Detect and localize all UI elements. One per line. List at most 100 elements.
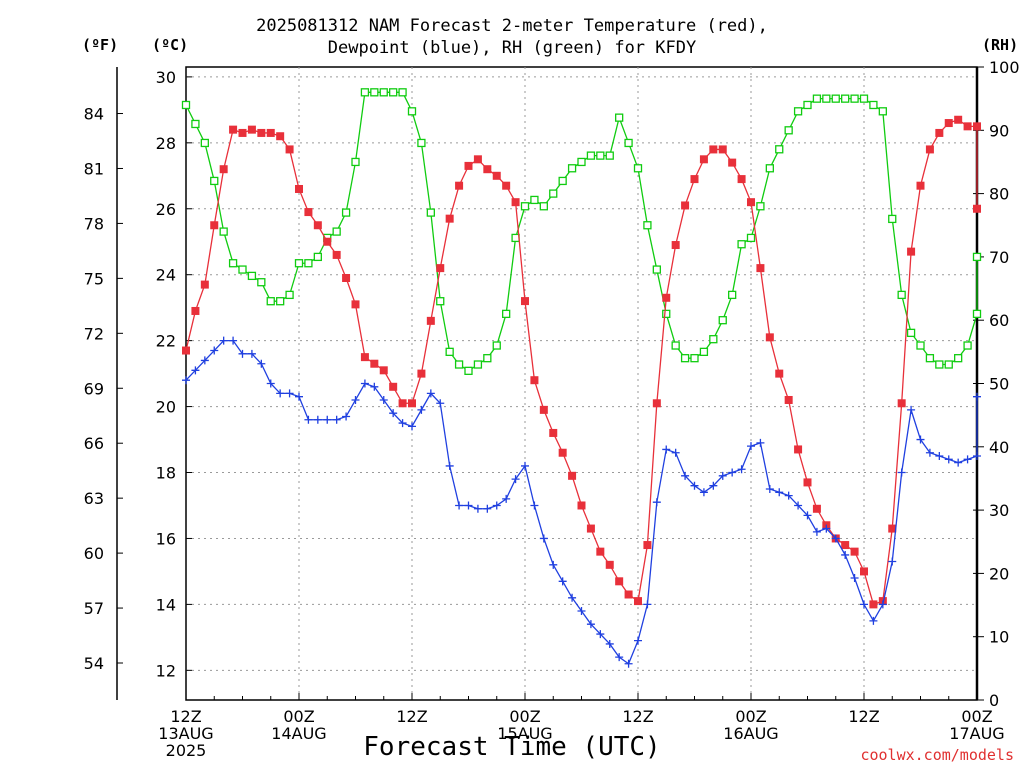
rh-point bbox=[464, 366, 473, 375]
celsius-unit-label: (ºC) bbox=[152, 36, 189, 54]
rh-point bbox=[690, 354, 699, 363]
temperature-point bbox=[389, 382, 398, 391]
rh-point bbox=[266, 297, 275, 306]
dewpoint-point bbox=[747, 442, 755, 451]
rh-point bbox=[718, 316, 727, 325]
x-tick-label: 2025 bbox=[166, 741, 207, 760]
x-tick-label: 00Z bbox=[961, 707, 992, 726]
temperature-point bbox=[445, 214, 454, 223]
temperature-point bbox=[709, 145, 718, 154]
rh-point bbox=[793, 107, 803, 116]
temperature-point bbox=[247, 125, 256, 134]
dewpoint-point bbox=[417, 405, 426, 414]
temperature-point bbox=[775, 369, 784, 378]
rh-point bbox=[407, 107, 417, 116]
rh-point bbox=[972, 252, 982, 262]
dewpoint-point bbox=[699, 488, 708, 497]
dewpoint-point bbox=[605, 639, 614, 648]
rh-point bbox=[492, 341, 501, 350]
rh-point bbox=[878, 107, 887, 116]
dewpoint-point bbox=[276, 389, 285, 398]
dewpoint-point bbox=[878, 600, 887, 609]
credit-text: coolwx.com/models bbox=[860, 746, 1014, 764]
celsius-tick-label: 16 bbox=[156, 529, 176, 548]
rh-point bbox=[897, 290, 906, 300]
rh-tick-label: 30 bbox=[989, 501, 1009, 520]
x-axis-title: Forecast Time (UTC) bbox=[363, 732, 661, 762]
temperature-point bbox=[464, 161, 473, 170]
dewpoint-point bbox=[765, 485, 774, 493]
dewpoint-point bbox=[709, 481, 718, 490]
fahrenheit-tick-label: 78 bbox=[84, 214, 104, 233]
temperature-point bbox=[502, 181, 511, 190]
temperature-point bbox=[182, 346, 190, 355]
temperature-point bbox=[973, 122, 981, 131]
x-tick-label: 00Z bbox=[735, 707, 766, 726]
temperature-point bbox=[577, 501, 586, 510]
dewpoint-point bbox=[925, 448, 934, 457]
dewpoint-point bbox=[841, 550, 850, 559]
rh-point bbox=[671, 341, 680, 350]
rh-point bbox=[238, 265, 247, 274]
temperature-line bbox=[185, 119, 978, 606]
dewpoint-point bbox=[379, 395, 388, 404]
temperature-point bbox=[323, 237, 332, 246]
fahrenheit-unit-label: (ºF) bbox=[82, 36, 119, 54]
temperature-point bbox=[285, 145, 294, 154]
rh-point bbox=[530, 195, 539, 205]
rh-point bbox=[944, 360, 953, 369]
fahrenheit-tick-label: 60 bbox=[84, 544, 104, 563]
fahrenheit-tick-label: 63 bbox=[84, 489, 104, 508]
dewpoint-point bbox=[370, 382, 379, 391]
temperature-point bbox=[765, 333, 774, 342]
rh-tick-label: 60 bbox=[989, 311, 1009, 330]
temperature-point bbox=[605, 560, 614, 569]
dewpoint-point bbox=[973, 392, 981, 401]
rh-point bbox=[247, 271, 257, 281]
dewpoint-point bbox=[502, 494, 511, 503]
rh-point bbox=[341, 208, 351, 217]
x-tick-label: 12Z bbox=[622, 707, 653, 726]
temperature-point bbox=[916, 181, 925, 190]
fahrenheit-tick-label: 81 bbox=[84, 159, 104, 178]
celsius-tick-label: 26 bbox=[156, 200, 176, 219]
rh-point bbox=[888, 214, 897, 224]
celsius-tick-label: 30 bbox=[156, 68, 176, 87]
temperature-point bbox=[370, 359, 379, 368]
dewpoint-point bbox=[539, 534, 548, 543]
dewpoint-point bbox=[492, 501, 501, 510]
dewpoint-point bbox=[624, 659, 633, 668]
temperature-point bbox=[860, 567, 868, 576]
rh-point bbox=[850, 94, 859, 103]
dewpoint-point bbox=[389, 409, 398, 418]
temperature-point bbox=[794, 445, 803, 454]
rh-point bbox=[822, 94, 831, 103]
fahrenheit-tick-label: 84 bbox=[84, 105, 104, 124]
dewpoint-point bbox=[831, 534, 840, 543]
temperature-point bbox=[436, 264, 445, 273]
rh-point bbox=[191, 119, 200, 129]
temperature-point bbox=[558, 448, 567, 457]
rh-point bbox=[181, 100, 191, 110]
rh-tick-label: 40 bbox=[989, 438, 1009, 457]
temperature-point bbox=[191, 306, 200, 315]
rh-tick-label: 70 bbox=[989, 248, 1009, 267]
temperature-point bbox=[681, 201, 690, 210]
rh-point bbox=[605, 151, 614, 160]
rh-point bbox=[417, 138, 426, 148]
temperature-point bbox=[398, 399, 407, 408]
rh-point bbox=[746, 233, 756, 243]
temperature-point bbox=[568, 471, 577, 480]
dewpoint-point bbox=[511, 475, 520, 484]
dewpoint-point bbox=[935, 452, 944, 461]
temperature-point bbox=[652, 399, 661, 408]
temperature-point bbox=[690, 175, 699, 184]
temperature-point bbox=[473, 155, 482, 164]
rh-tick-label: 100 bbox=[989, 58, 1020, 77]
rh-tick-label: 50 bbox=[989, 375, 1009, 394]
rh-point bbox=[652, 265, 661, 274]
temperature-point bbox=[596, 547, 605, 556]
temperature-point bbox=[803, 478, 812, 487]
dewpoint-point bbox=[916, 435, 925, 444]
temperature-point bbox=[747, 198, 755, 207]
